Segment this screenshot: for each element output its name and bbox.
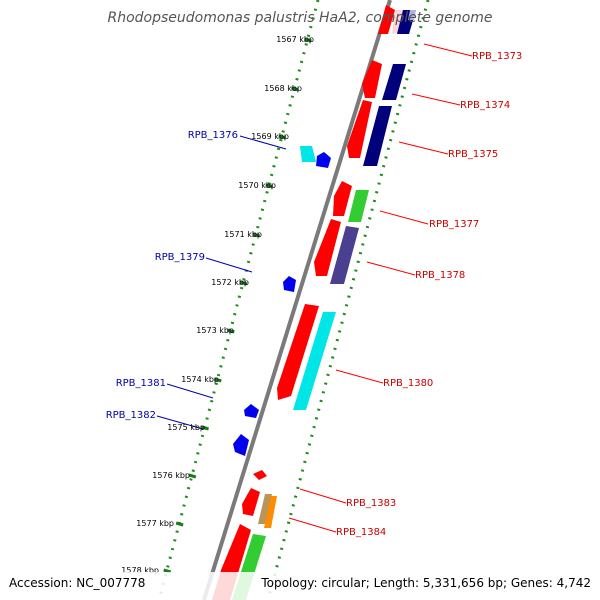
gene-rpb-1375-navy[interactable] — [363, 106, 392, 166]
kbp-label: 1575 kbp — [167, 423, 205, 432]
gene-rpb-1380-cyan[interactable] — [293, 312, 336, 410]
gene-rpb-1382-blue[interactable] — [233, 434, 249, 456]
kbp-label: 1570 kbp — [238, 181, 276, 190]
gene-label-rpb-1382[interactable]: RPB_1382 — [106, 410, 156, 421]
kbp-label: 1578 kbp — [121, 566, 159, 575]
gene-rpb-1377-green[interactable] — [348, 190, 369, 222]
kbp-labels: 1567 kbp 1568 kbp 1569 kbp 1570 kbp 1571… — [121, 35, 314, 575]
kbp-label: 1577 kbp — [136, 519, 174, 528]
right-leader-lines — [288, 43, 473, 533]
gene-rpb-1374-red[interactable] — [362, 60, 382, 98]
kbp-tick-marks — [163, 37, 312, 574]
gene-rpb-1383-tan[interactable] — [258, 494, 272, 524]
gene-label-rpb-1375[interactable]: RPB_1375 — [448, 149, 498, 160]
kbp-label: 1574 kbp — [181, 375, 219, 384]
gene-small-red[interactable] — [253, 470, 267, 480]
kbp-label: 1571 kbp — [224, 230, 262, 239]
gene-label-rpb-1383[interactable]: RPB_1383 — [346, 498, 396, 509]
gene-rpb-1381-blue[interactable] — [244, 404, 259, 418]
gene-label-rpb-1373[interactable]: RPB_1373 — [472, 51, 522, 62]
topology-text: Topology: circular; Length: 5,331,656 bp… — [260, 576, 591, 590]
kbp-label: 1576 kbp — [152, 471, 190, 480]
gene-rpb-1384-orange[interactable] — [264, 496, 277, 528]
kbp-tick — [163, 568, 172, 574]
footer-backdrop — [0, 572, 600, 600]
left-gene-labels: RPB_1376 RPB_1379 RPB_1381 RPB_1382 — [106, 130, 238, 421]
gene-label-rpb-1376[interactable]: RPB_1376 — [188, 130, 238, 141]
kbp-tick — [252, 232, 261, 238]
gene-rpb-1380-red[interactable] — [277, 304, 319, 400]
kbp-tick — [201, 425, 209, 431]
kbp-tick — [226, 328, 235, 334]
genome-title: Rhodopseudomonas palustris HaA2, complet… — [107, 10, 492, 26]
left-leader-lines — [156, 135, 287, 430]
kbp-tick — [303, 37, 312, 43]
gene-rpb-1373-red[interactable] — [378, 5, 395, 34]
kbp-label: 1567 kbp — [276, 35, 314, 44]
kbp-tick — [239, 280, 248, 286]
kbp-tick — [291, 86, 299, 92]
gene-label-rpb-1378[interactable]: RPB_1378 — [415, 270, 465, 281]
kbp-tick — [213, 377, 222, 383]
gene-rpb-1376-cyan[interactable] — [300, 146, 316, 162]
gene-label-rpb-1381[interactable]: RPB_1381 — [116, 378, 166, 389]
accession-text: Accession: NC_007778 — [9, 576, 145, 590]
kbp-tick — [265, 183, 274, 189]
kbp-label: 1568 kbp — [264, 84, 302, 93]
gene-label-rpb-1380[interactable]: RPB_1380 — [383, 378, 433, 389]
kbp-tick — [175, 521, 184, 527]
kbp-tick — [188, 473, 197, 479]
gene-label-rpb-1379[interactable]: RPB_1379 — [155, 252, 205, 263]
gene-label-rpb-1374[interactable]: RPB_1374 — [460, 100, 510, 111]
kbp-tick — [278, 134, 287, 140]
backbone-line — [202, 0, 392, 600]
kbp-label: 1569 kbp — [251, 132, 289, 141]
gene-rpb-1376-blue[interactable] — [316, 152, 331, 168]
gene-rpb-1377-red[interactable] — [333, 181, 352, 216]
gene-label-rpb-1377[interactable]: RPB_1377 — [429, 219, 479, 230]
gene-rpb-1378-red[interactable] — [314, 219, 341, 276]
kbp-label: 1572 kbp — [211, 278, 249, 287]
kbp-label: 1573 kbp — [196, 326, 234, 335]
gene-rpb-1378-purple[interactable] — [330, 226, 359, 284]
gene-rpb-1375-red[interactable] — [347, 100, 372, 158]
gene-rpb-1383-red[interactable] — [242, 488, 260, 516]
right-gene-labels: RPB_1373 RPB_1374 RPB_1375 RPB_1377 RPB_… — [336, 51, 522, 538]
gene-label-rpb-1384[interactable]: RPB_1384 — [336, 527, 386, 538]
gene-rpb-1374-navy[interactable] — [382, 64, 406, 100]
gene-rpb-1373-light — [408, 10, 416, 20]
gene-rpb-1379-blue[interactable] — [283, 276, 296, 292]
